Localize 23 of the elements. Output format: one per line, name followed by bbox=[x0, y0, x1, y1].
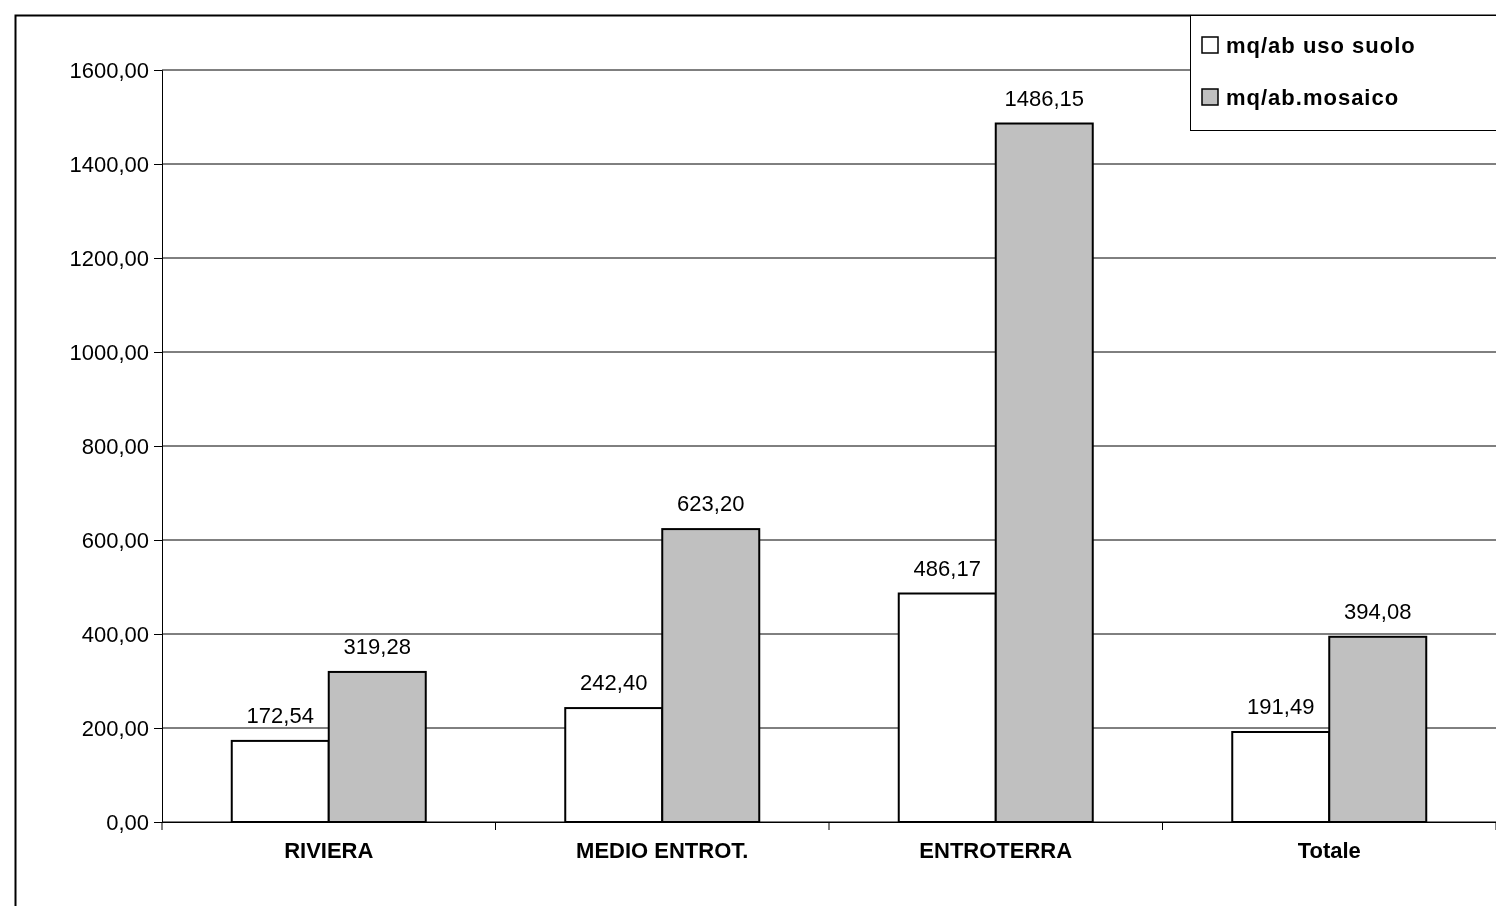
x-tick-label: Totale bbox=[1297, 838, 1361, 863]
y-tick-label: 0,00 bbox=[106, 809, 149, 835]
y-tick-label: 800,00 bbox=[81, 433, 149, 459]
data-label: 486,17 bbox=[913, 555, 981, 581]
x-tick-label: ENTROTERRA bbox=[919, 838, 1073, 863]
legend-label: mq/ab uso suolo bbox=[1226, 33, 1416, 58]
y-tick-label: 1600,00 bbox=[69, 57, 149, 83]
data-label: 172,54 bbox=[246, 702, 314, 728]
data-label: 191,49 bbox=[1247, 694, 1315, 719]
x-tick-label: RIVIERA bbox=[284, 838, 374, 863]
x-tick-label: MEDIO ENTROT. bbox=[576, 838, 749, 863]
data-label: 623,20 bbox=[677, 491, 745, 517]
y-tick-label: 600,00 bbox=[81, 527, 149, 553]
y-tick-label: 200,00 bbox=[81, 715, 149, 741]
y-tick-label: 1000,00 bbox=[69, 339, 149, 365]
data-label: 319,28 bbox=[343, 633, 411, 659]
y-tick-label: 1400,00 bbox=[69, 151, 149, 177]
data-label: 394,08 bbox=[1344, 598, 1412, 624]
data-label: 242,40 bbox=[580, 670, 648, 696]
data-label: 1486,15 bbox=[1004, 85, 1085, 111]
legend-label: mq/ab.mosaico bbox=[1226, 85, 1400, 110]
y-tick-label: 1200,00 bbox=[69, 245, 149, 271]
y-tick-label: 400,00 bbox=[81, 621, 149, 647]
